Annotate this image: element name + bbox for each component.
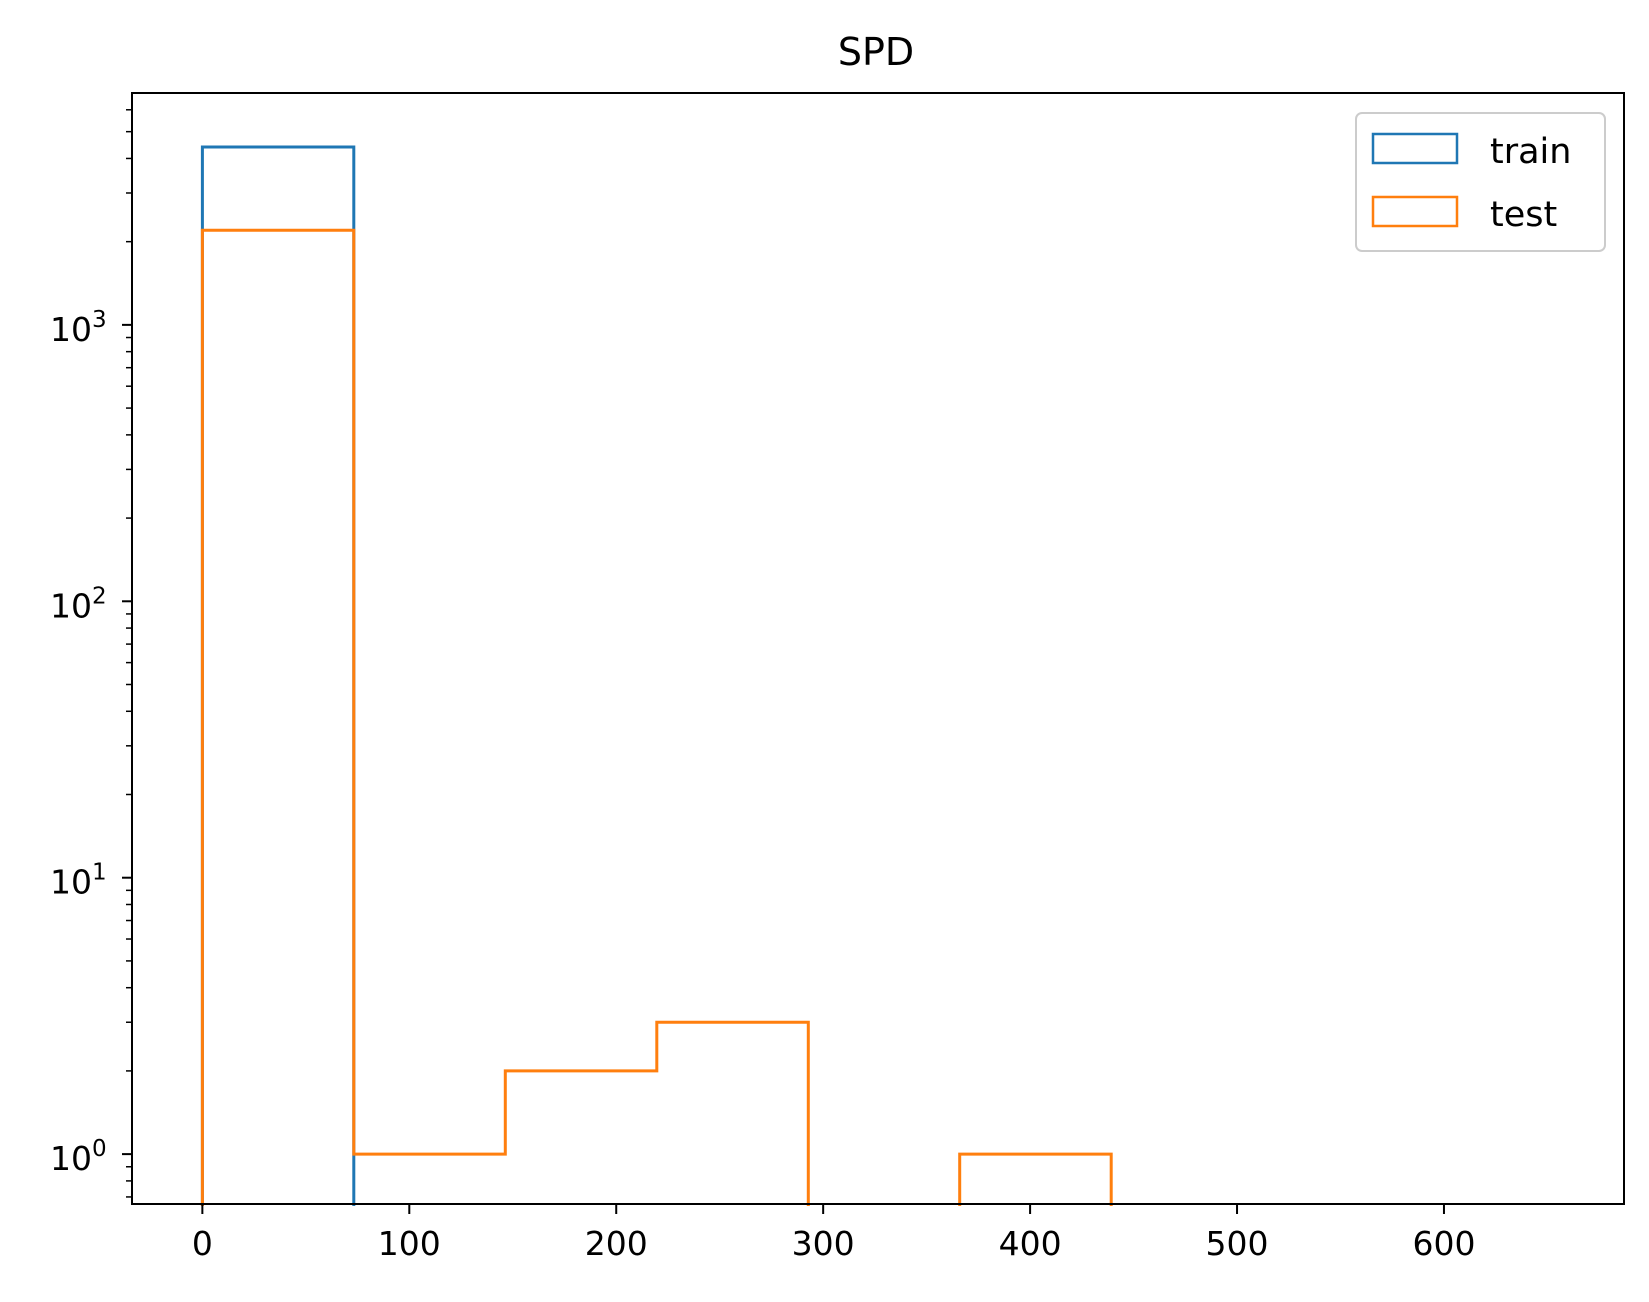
- series-test-outline: [200, 228, 1113, 1206]
- plot-frame: [131, 92, 1625, 1205]
- x-axis: 0 100 200 300 400 500 600: [192, 1204, 1475, 1263]
- x-tick-label: 400: [999, 1224, 1062, 1263]
- legend-label-test: test: [1490, 195, 1557, 235]
- legend-frame: [1355, 112, 1606, 252]
- x-tick-label: 500: [1206, 1224, 1269, 1263]
- legend-label-train: train: [1490, 132, 1571, 172]
- x-tick-label: 200: [585, 1224, 648, 1263]
- x-tick-label: 100: [378, 1224, 441, 1263]
- series-layer: [200, 145, 1113, 1206]
- x-tick-label: 600: [1412, 1224, 1475, 1263]
- x-tick-label: 0: [192, 1224, 213, 1263]
- legend-swatch-test: [1371, 195, 1459, 228]
- x-tick-label: 300: [792, 1224, 855, 1263]
- legend: train test: [1355, 112, 1606, 252]
- chart-title: SPD: [838, 30, 914, 74]
- legend-swatch-train: [1371, 132, 1459, 165]
